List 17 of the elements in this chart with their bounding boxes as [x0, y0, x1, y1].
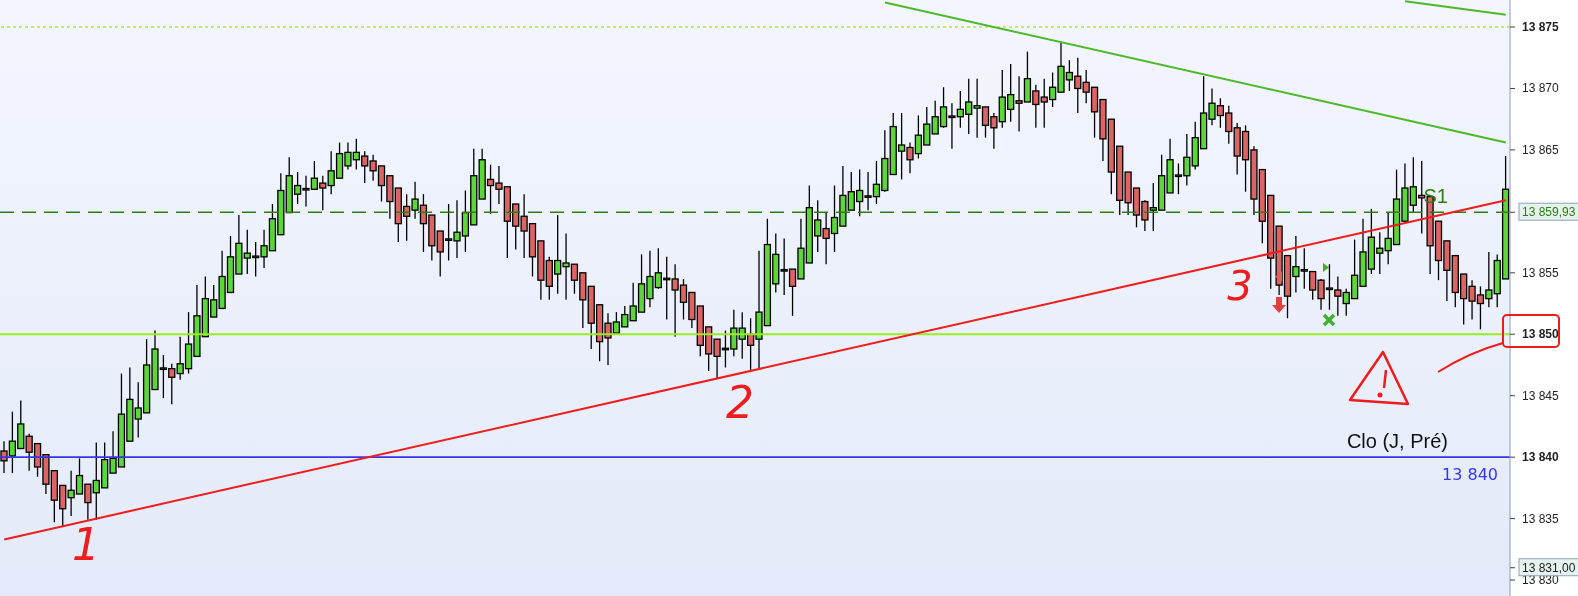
- annotation: 3: [1227, 263, 1253, 309]
- ref-line-label: Clo (J, Pré): [1346, 430, 1448, 453]
- y-tick-label: 13 859,93: [1522, 205, 1576, 220]
- y-tick-label: 13 855: [1522, 265, 1560, 280]
- y-tick-label: 13 870: [1522, 81, 1560, 96]
- y-tick-label: 13 831,00: [1522, 560, 1576, 575]
- annotation: 2: [726, 377, 754, 428]
- annotation: 13 840: [1442, 465, 1498, 484]
- y-tick-label: 13 835: [1522, 511, 1560, 526]
- y-tick-label: 13 850: [1522, 327, 1560, 342]
- annotation: 1: [72, 519, 100, 570]
- y-tick-label: 13 840: [1522, 450, 1560, 465]
- ref-line-label: S1: [1423, 185, 1448, 208]
- y-tick-label: 13 865: [1522, 142, 1560, 157]
- y-tick-label: 13 875: [1522, 20, 1560, 35]
- y-tick-label: 13 830: [1522, 573, 1560, 588]
- y-tick-label: 13 845: [1522, 388, 1560, 403]
